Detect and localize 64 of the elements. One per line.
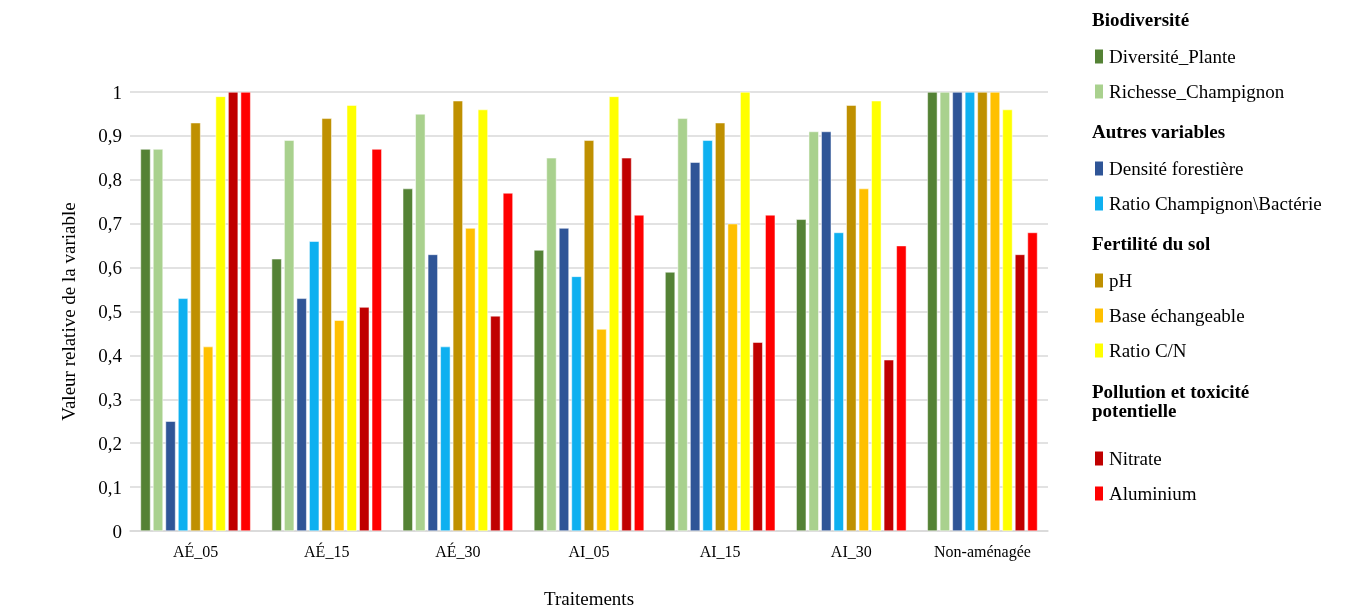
bar <box>765 214 776 531</box>
x-tick-label: AÉ_15 <box>304 541 350 560</box>
y-tick-label: 0,5 <box>98 301 122 322</box>
y-tick-label: 0,7 <box>98 213 122 235</box>
bar <box>271 258 282 531</box>
bar <box>546 157 557 531</box>
x-tick-label: Non-aménagée <box>934 542 1031 561</box>
text: Biodiversité <box>1092 9 1190 30</box>
bar <box>140 149 151 531</box>
y-tick-label: 0 <box>112 520 122 542</box>
y-tick-label: 0,4 <box>98 344 123 366</box>
legend-label: Richesse_Champignon <box>1109 81 1285 102</box>
bar <box>583 140 595 531</box>
bar <box>896 245 907 531</box>
y-tick-label: 0,6 <box>98 257 122 279</box>
bar <box>609 96 620 531</box>
y-axis-title: Valeur relative de la variable <box>58 202 79 421</box>
y-tick-label: 0,9 <box>98 125 122 147</box>
bar <box>153 149 164 531</box>
bar <box>989 92 1000 531</box>
bar <box>964 92 975 531</box>
legend-label: Densité forestière <box>1109 158 1244 179</box>
legend-label: Aluminium <box>1109 483 1197 504</box>
text: Autres variables <box>1092 121 1226 142</box>
bar <box>677 118 688 531</box>
text: Pollution et toxicité potentielle <box>1092 381 1254 421</box>
bar <box>203 346 214 531</box>
bar <box>190 122 201 531</box>
bar <box>1014 254 1025 531</box>
y-tick-label: 0,3 <box>98 388 122 410</box>
bar <box>502 192 513 531</box>
legend-label: Base échangeable <box>1109 305 1245 326</box>
legend-label: Ratio Champignon\Bactérie <box>1109 193 1322 214</box>
bar <box>977 92 988 531</box>
text: Fertilité du sol <box>1092 233 1211 254</box>
bar <box>178 298 189 531</box>
bar <box>571 276 582 531</box>
bar <box>665 271 676 531</box>
bar <box>490 315 501 531</box>
legend-label: Nitrate <box>1109 448 1162 469</box>
y-tick-label: 0,1 <box>98 476 122 498</box>
bar <box>402 188 413 531</box>
legend-label: Diversité_Plante <box>1109 46 1236 67</box>
bar <box>533 250 544 531</box>
legend-label: pH <box>1109 270 1133 291</box>
x-tick-label: AI_05 <box>568 542 610 560</box>
x-tick-label: AI_15 <box>699 542 741 560</box>
bar <box>634 214 645 531</box>
bar <box>621 157 632 531</box>
legend-label: Ratio C/N <box>1109 340 1187 361</box>
x-axis-title: Traitements <box>543 588 635 609</box>
x-tick-label: AI_30 <box>830 542 872 560</box>
y-tick-label: 0,2 <box>98 432 122 454</box>
y-tick-label: 1 <box>112 81 122 103</box>
bar <box>1027 232 1038 531</box>
y-tick-label: 0,8 <box>98 169 122 191</box>
bar <box>558 228 569 531</box>
bar <box>1002 109 1013 531</box>
bar <box>215 96 226 531</box>
bar <box>596 329 607 531</box>
bar <box>952 92 963 531</box>
bar <box>165 421 176 531</box>
x-tick-label: AÉ_05 <box>172 541 219 560</box>
x-tick-label: AÉ_30 <box>435 541 481 560</box>
